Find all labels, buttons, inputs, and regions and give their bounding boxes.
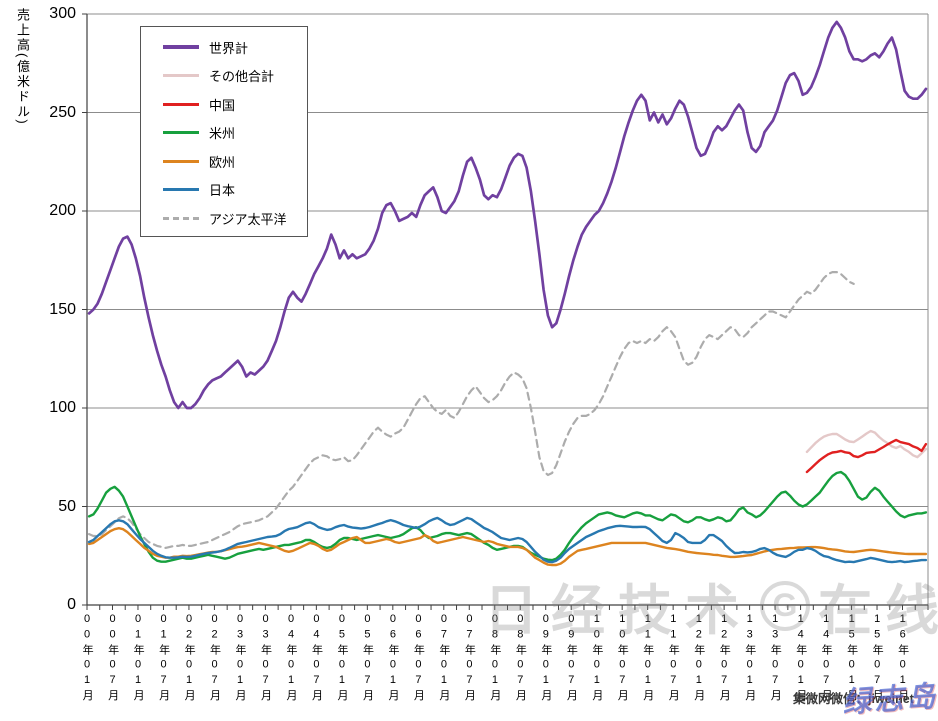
x-tick-label-10年01月: 10年01月 bbox=[590, 613, 603, 704]
legend-swatch-china bbox=[163, 102, 199, 106]
x-tick-label-15年07月: 15年07月 bbox=[871, 613, 884, 704]
x-tick-label-11年01月: 11年01月 bbox=[641, 613, 654, 704]
legend-item-world: 世界計 bbox=[141, 33, 307, 62]
y-axis-title: 売上高(億米ドル) bbox=[15, 8, 30, 126]
legend-label-japan: 日本 bbox=[209, 183, 236, 199]
y-tick-label-300: 300 bbox=[49, 5, 76, 22]
legend-swatch-americas bbox=[163, 131, 199, 135]
watermark-jiweinet: 集微网微信：jiweinet bbox=[793, 692, 914, 706]
x-tick-label-13年07月: 13年07月 bbox=[769, 613, 782, 704]
x-tick-label-09年07月: 09年07月 bbox=[565, 613, 578, 704]
y-tick-label-150: 150 bbox=[49, 300, 76, 318]
series-line-japan bbox=[87, 516, 928, 564]
x-tick-label-14年01月: 14年01月 bbox=[794, 613, 807, 704]
legend: 世界計その他合計中国米州欧州日本アジア太平洋 bbox=[140, 26, 308, 237]
series-line-europe bbox=[87, 527, 928, 567]
x-tick-label-01年01月: 01年01月 bbox=[132, 613, 145, 704]
legend-label-europe: 欧州 bbox=[209, 154, 236, 170]
series-line-china bbox=[805, 438, 928, 474]
legend-swatch-world bbox=[163, 45, 199, 50]
y-tick-label-50: 50 bbox=[58, 497, 76, 515]
legend-swatch-japan bbox=[163, 188, 199, 192]
x-tick-label-16年01月: 16年01月 bbox=[896, 613, 909, 704]
x-tick-label-00年01月: 00年01月 bbox=[81, 613, 94, 704]
x-tick-label-12年07月: 12年07月 bbox=[718, 613, 731, 704]
watermark-calligraphy: 绿志岛 bbox=[841, 680, 938, 720]
legend-item-asia_pacific: アジア太平洋 bbox=[141, 204, 307, 233]
legend-label-world: 世界計 bbox=[209, 40, 249, 56]
series-line-world bbox=[87, 20, 928, 410]
x-tick-label-08年07月: 08年07月 bbox=[514, 613, 527, 704]
x-tick-label-09年01月: 09年01月 bbox=[539, 613, 552, 704]
legend-label-asia_pacific: アジア太平洋 bbox=[209, 211, 287, 227]
legend-swatch-asia_pacific bbox=[163, 216, 199, 220]
legend-label-others_total: その他合計 bbox=[209, 69, 275, 85]
legend-item-japan: 日本 bbox=[141, 176, 307, 205]
series-line-asia_pacific bbox=[87, 271, 855, 550]
x-tick-label-04年07月: 04年07月 bbox=[310, 613, 323, 704]
x-tick-label-04年01月: 04年01月 bbox=[285, 613, 297, 704]
series-line-others_total bbox=[805, 429, 928, 459]
x-tick-label-06年01月: 06年01月 bbox=[386, 613, 399, 704]
x-tick-label-14年07月: 14年07月 bbox=[820, 613, 833, 704]
legend-label-americas: 米州 bbox=[209, 126, 236, 142]
x-tick-label-07年01月: 07年01月 bbox=[437, 613, 450, 704]
legend-item-americas: 米州 bbox=[141, 119, 307, 148]
x-tick-label-01年07月: 01年07月 bbox=[157, 613, 170, 704]
x-tick-label-13年01月: 13年01月 bbox=[743, 613, 756, 704]
legend-swatch-europe bbox=[163, 159, 199, 163]
legend-item-china: 中国 bbox=[141, 90, 307, 119]
x-tick-label-03年01月: 03年01月 bbox=[234, 613, 247, 704]
legend-item-others_total: その他合計 bbox=[141, 62, 307, 91]
x-tick-label-03年07月: 03年07月 bbox=[259, 613, 272, 704]
x-tick-label-12年01月: 12年01月 bbox=[692, 613, 705, 704]
x-tick-label-08年01月: 08年01月 bbox=[488, 613, 501, 704]
x-tick-label-02年01月: 02年01月 bbox=[183, 613, 196, 704]
x-tick-label-02年07月: 02年07月 bbox=[208, 613, 221, 704]
x-tick-label-00年07月: 00年07月 bbox=[106, 613, 119, 704]
y-tick-label-100: 100 bbox=[49, 399, 76, 416]
x-tick-label-15年01月: 15年01月 bbox=[845, 613, 858, 704]
y-tick-label-0: 0 bbox=[67, 596, 76, 613]
x-tick-label-10年07月: 10年07月 bbox=[616, 613, 629, 704]
x-tick-label-06年07月: 06年07月 bbox=[412, 613, 425, 704]
x-tick-label-07年07月: 07年07月 bbox=[463, 613, 476, 704]
x-tick-label-05年07月: 05年07月 bbox=[361, 613, 374, 704]
legend-item-europe: 欧州 bbox=[141, 147, 307, 176]
y-tick-label-250: 250 bbox=[49, 103, 76, 121]
legend-swatch-others_total bbox=[163, 74, 199, 78]
x-tick-label-11年07月: 11年07月 bbox=[667, 613, 680, 704]
legend-label-china: 中国 bbox=[209, 97, 236, 113]
y-tick-label-200: 200 bbox=[49, 202, 76, 219]
x-tick-label-05年01月: 05年01月 bbox=[335, 613, 348, 704]
